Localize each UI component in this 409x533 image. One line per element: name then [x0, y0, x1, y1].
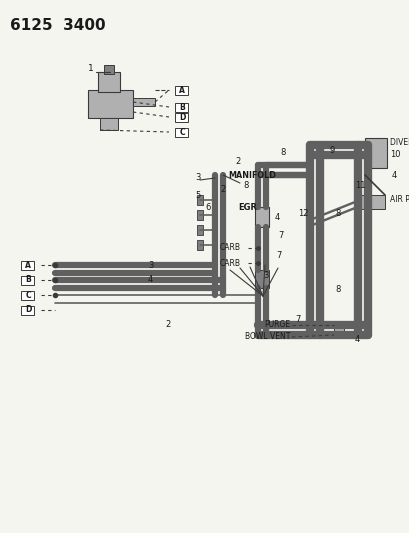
Text: 4: 4: [391, 171, 396, 180]
Text: 8: 8: [334, 286, 339, 295]
Text: 7: 7: [275, 251, 281, 260]
Bar: [21, 305, 34, 314]
Text: CARB: CARB: [220, 244, 240, 253]
Text: 1: 1: [88, 63, 94, 72]
Bar: [175, 85, 188, 94]
Text: C: C: [179, 127, 184, 136]
Text: BOWL VENT: BOWL VENT: [244, 333, 289, 342]
Bar: [88, 90, 133, 118]
Bar: [175, 102, 188, 111]
Bar: [98, 72, 120, 92]
Bar: [21, 276, 34, 285]
Text: 8: 8: [334, 208, 339, 217]
Bar: [354, 195, 384, 209]
Text: 10: 10: [389, 150, 400, 159]
Bar: [196, 240, 202, 250]
Text: 6: 6: [204, 204, 210, 213]
Text: B: B: [25, 276, 31, 285]
Text: D: D: [25, 305, 31, 314]
Text: 4: 4: [354, 335, 360, 344]
Text: 9: 9: [329, 146, 335, 155]
Text: C: C: [25, 290, 31, 300]
Text: 4: 4: [274, 214, 280, 222]
Text: MANIFOLD: MANIFOLD: [227, 171, 275, 180]
Text: EGR: EGR: [237, 204, 256, 213]
Bar: [175, 127, 188, 136]
Text: 3: 3: [262, 271, 268, 279]
Text: B: B: [179, 102, 184, 111]
Bar: [21, 261, 34, 270]
Bar: [100, 118, 118, 130]
Text: PURGE: PURGE: [263, 320, 289, 329]
Text: 2: 2: [220, 185, 225, 195]
Text: 8: 8: [243, 181, 248, 190]
Text: 3: 3: [148, 261, 153, 270]
Text: CARB: CARB: [220, 259, 240, 268]
Bar: [133, 98, 155, 106]
Text: 4: 4: [148, 276, 153, 285]
Text: 12: 12: [297, 208, 308, 217]
Bar: [196, 210, 202, 220]
Bar: [254, 270, 268, 288]
Text: DIVERTER VALVE: DIVERTER VALVE: [389, 138, 409, 147]
Text: 5: 5: [195, 190, 200, 199]
Bar: [104, 65, 114, 74]
Bar: [364, 138, 386, 168]
Text: 6125  3400: 6125 3400: [10, 18, 106, 33]
Text: AIR PUMP: AIR PUMP: [389, 196, 409, 205]
Text: 2: 2: [164, 320, 170, 329]
Bar: [333, 322, 343, 332]
Text: D: D: [178, 112, 185, 122]
Text: 2: 2: [234, 157, 240, 166]
Text: 7: 7: [294, 316, 300, 325]
Text: A: A: [179, 85, 184, 94]
Text: 7: 7: [277, 230, 283, 239]
Text: 11: 11: [354, 181, 364, 190]
Text: 8: 8: [279, 148, 285, 157]
Bar: [21, 290, 34, 300]
Bar: [175, 112, 188, 122]
Bar: [196, 195, 202, 205]
Text: A: A: [25, 261, 31, 270]
Text: 3: 3: [195, 174, 200, 182]
Bar: [196, 225, 202, 235]
Bar: [254, 207, 268, 227]
